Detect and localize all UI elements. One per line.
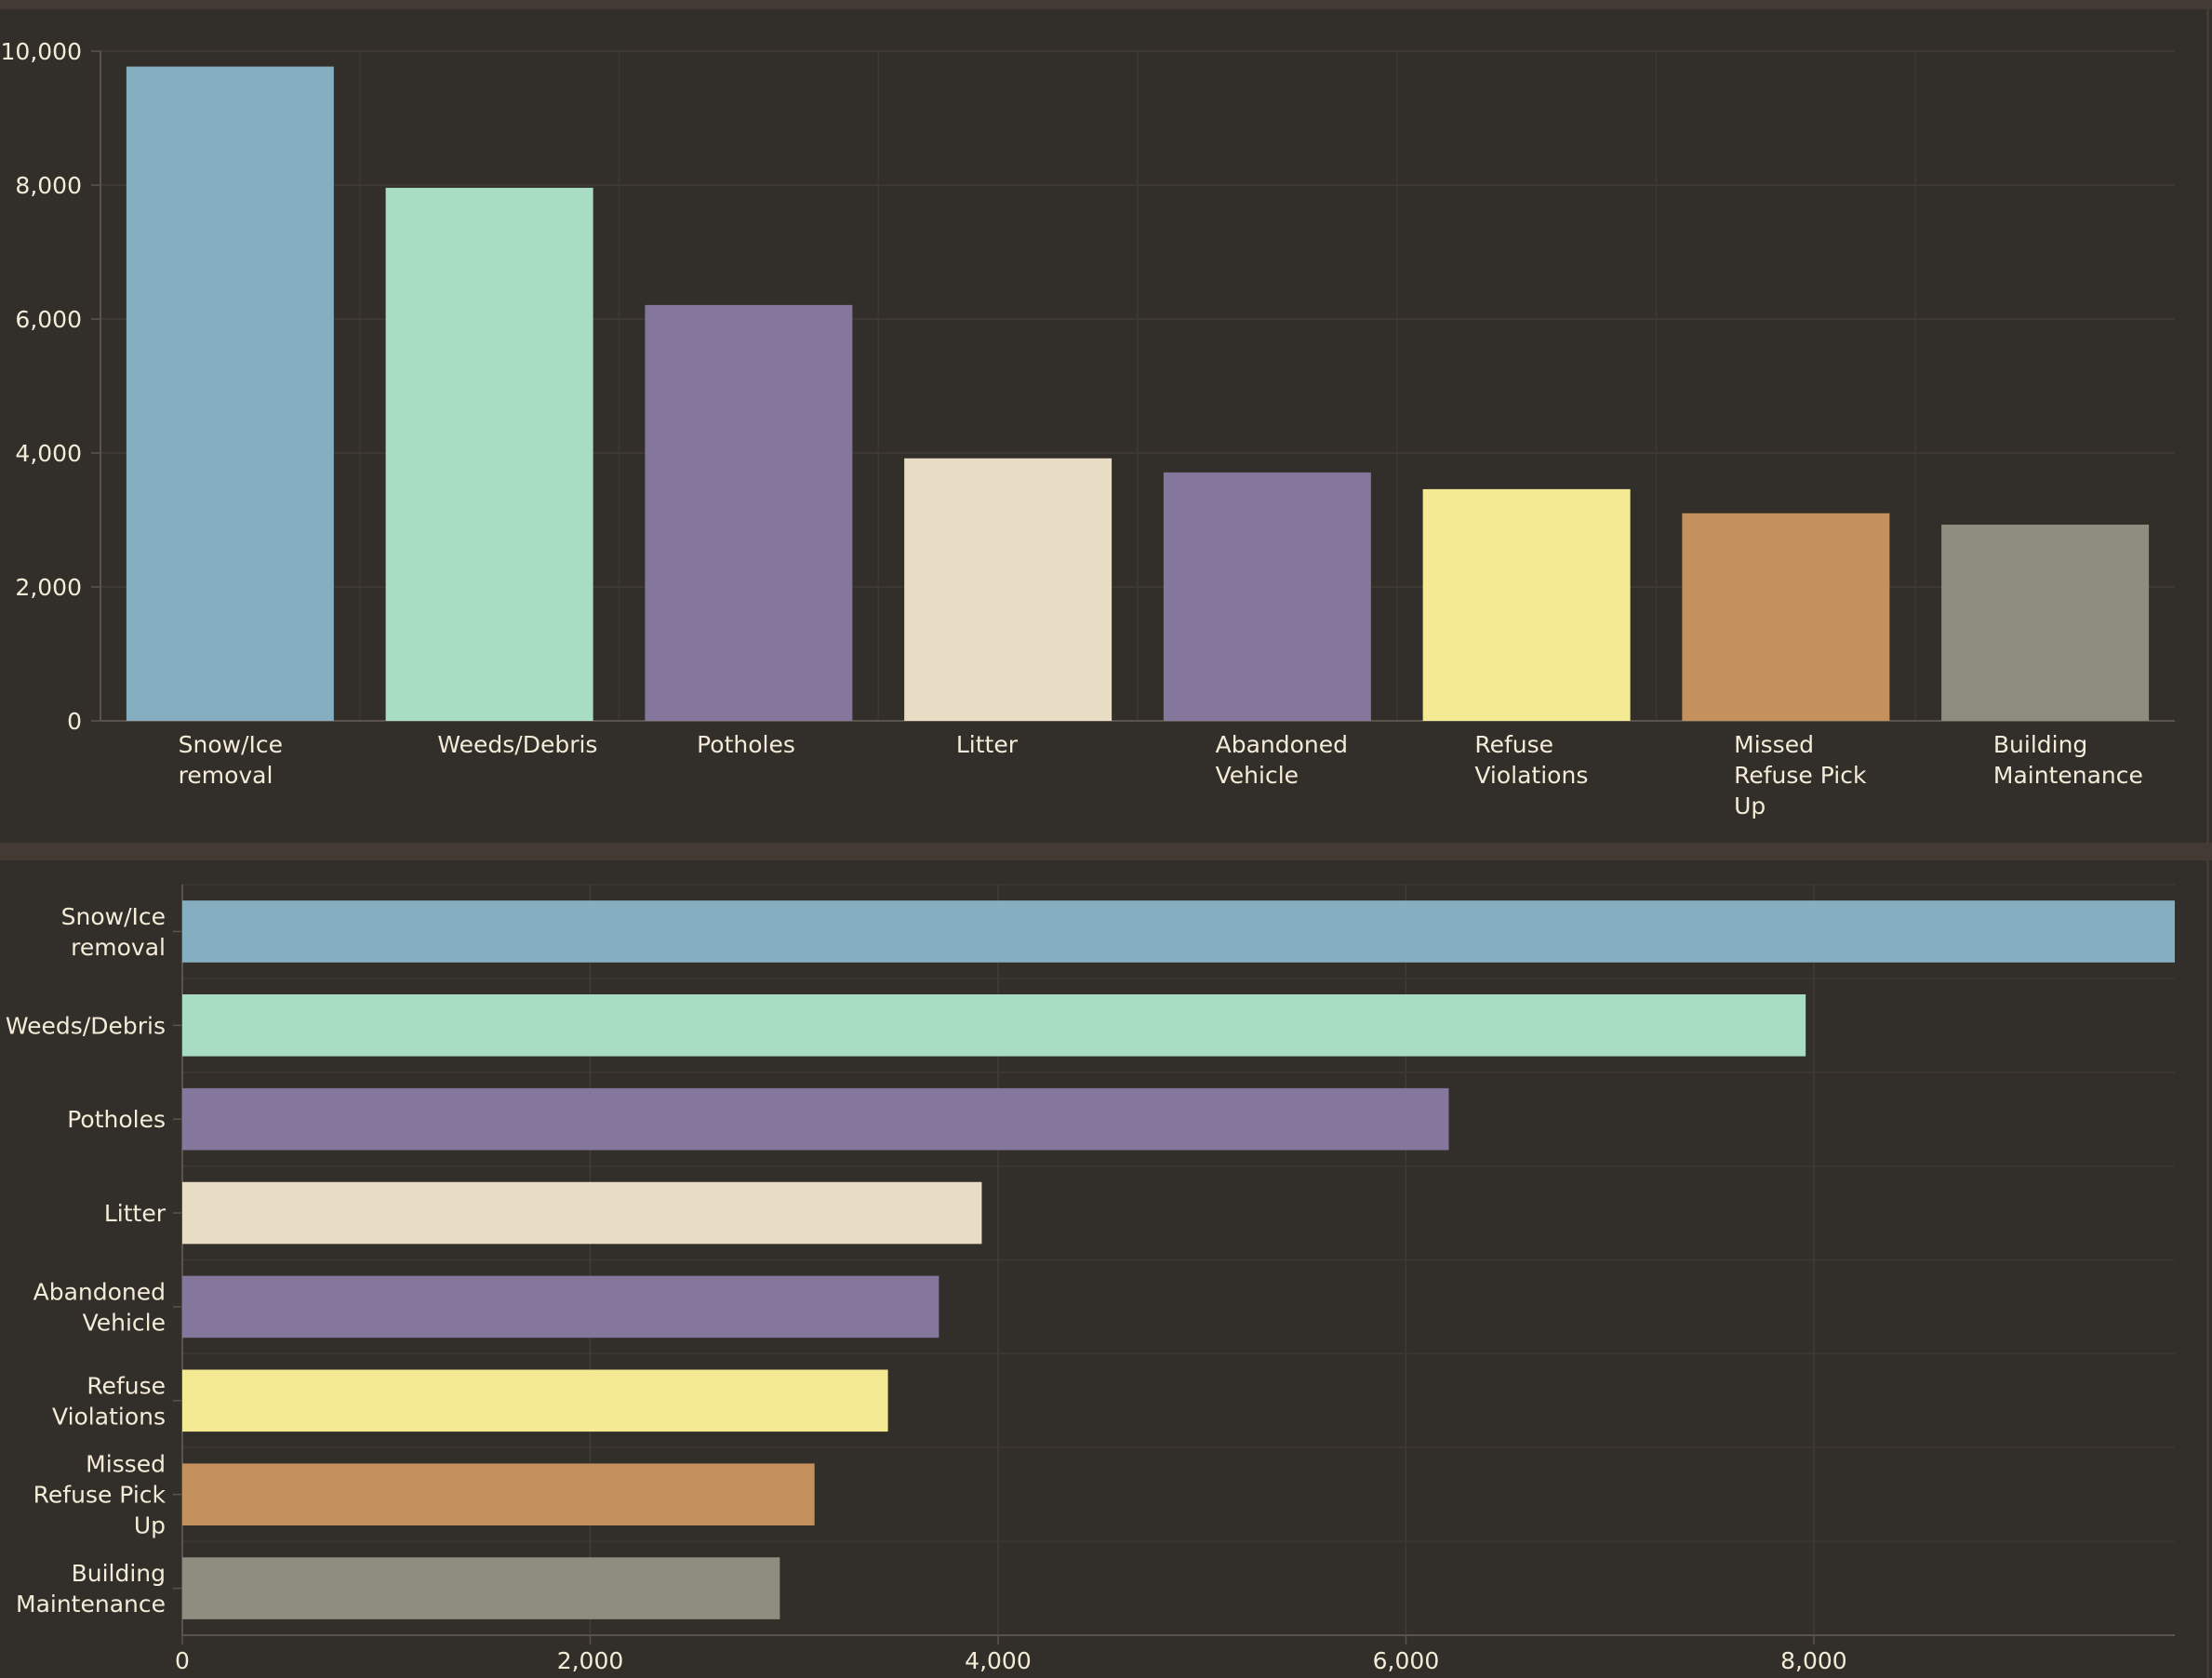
bar-abandoned-vehicle [1163, 472, 1371, 721]
bar-litter [904, 458, 1113, 721]
panel-separator [0, 843, 2212, 860]
y-tick-label: 4,000 [15, 440, 82, 467]
x-tick-label: Litter [956, 731, 1019, 758]
x-tick-label: 0 [175, 1647, 190, 1674]
y-tick-label: 10,000 [1, 38, 82, 65]
bar-missed-refuse-pick-up [1682, 513, 1890, 721]
y-tick-label: Snow/Ice removal [61, 903, 166, 961]
x-tick-label: Building Maintenance [1993, 731, 2143, 789]
bar-snow-ice-removal [126, 66, 334, 721]
y-tick-label: Potholes [67, 1106, 166, 1133]
x-tick-label: 2,000 [557, 1647, 624, 1674]
y-tick-label: Litter [104, 1200, 167, 1227]
x-tick-label: Missed Refuse Pick Up [1734, 731, 1867, 819]
bar-refuse-violations [182, 1369, 888, 1432]
x-tick-label: Abandoned Vehicle [1216, 731, 1348, 789]
bar-building-maintenance [182, 1557, 780, 1619]
y-tick-label: 6,000 [15, 306, 82, 333]
y-tick-label: Refuse Violations [52, 1372, 166, 1430]
x-tick-label: 8,000 [1780, 1647, 1847, 1674]
bar-potholes [182, 1087, 1449, 1151]
bar-abandoned-vehicle [182, 1275, 939, 1338]
bar-potholes [645, 304, 853, 721]
x-tick-label: Snow/Ice removal [179, 731, 283, 789]
y-tick-label: Building Maintenance [16, 1560, 166, 1618]
y-tick-label: 8,000 [15, 172, 82, 199]
bar-snow-ice-removal [182, 900, 2175, 963]
x-tick-label: Weeds/Debris [437, 731, 597, 758]
y-tick-label: 2,000 [15, 574, 82, 601]
bar-missed-refuse-pick-up [182, 1463, 815, 1525]
x-tick-label: Refuse Violations [1474, 731, 1588, 789]
bar-litter [182, 1181, 982, 1245]
y-tick-label: Weeds/Debris [6, 1012, 166, 1039]
bar-weeds-debris [182, 994, 1806, 1057]
top-strip [0, 0, 2212, 9]
x-tick-label: 4,000 [965, 1647, 1032, 1674]
y-tick-label: Missed Refuse Pick Up [33, 1451, 167, 1539]
y-tick-label: 0 [67, 708, 82, 735]
bar-weeds-debris [385, 187, 593, 721]
bar-building-maintenance [1941, 525, 2150, 721]
x-tick-label: 6,000 [1373, 1647, 1440, 1674]
bar-refuse-violations [1422, 488, 1631, 721]
x-tick-label: Potholes [697, 731, 795, 758]
y-tick-label: Abandoned Vehicle [33, 1278, 166, 1336]
